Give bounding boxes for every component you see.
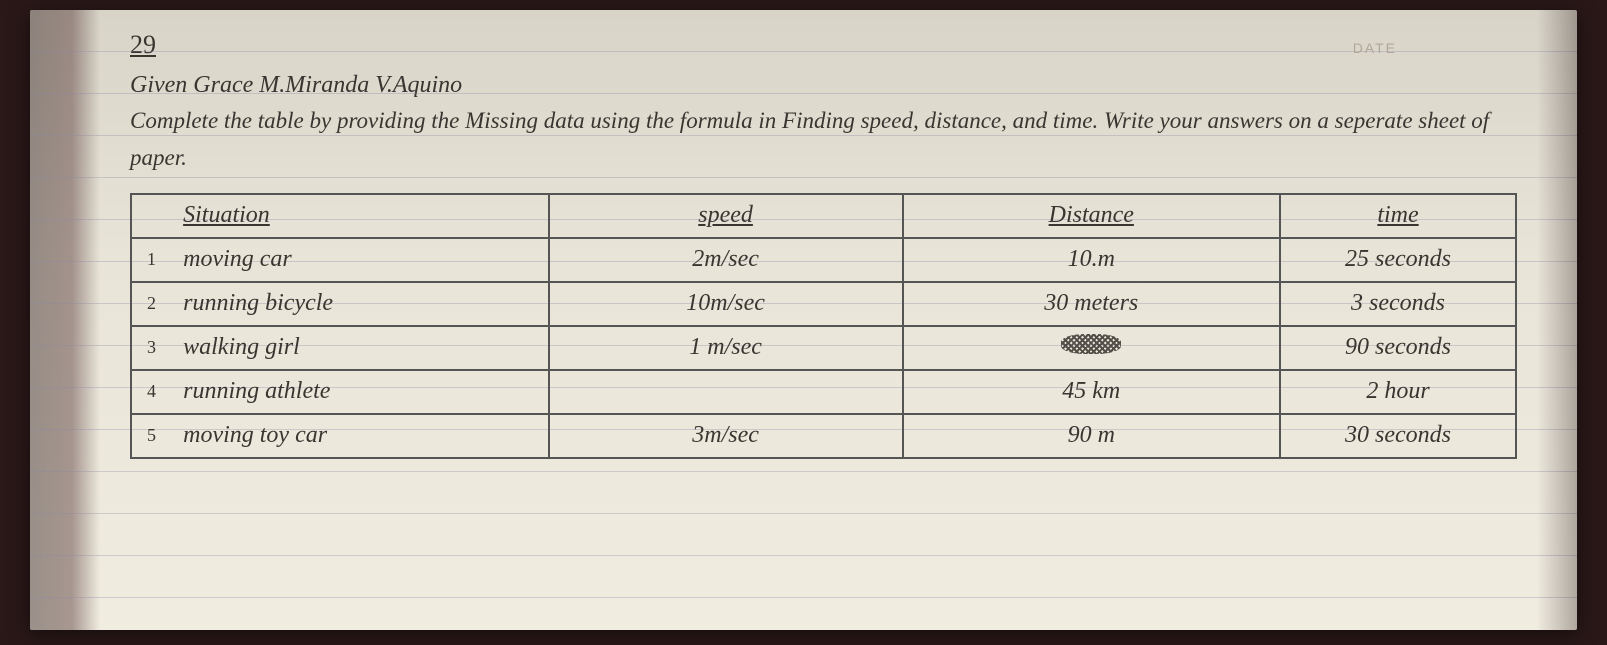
table-row: 2 running bicycle 10m/sec 30 meters 3 se… bbox=[131, 282, 1516, 326]
header-time: time bbox=[1280, 194, 1516, 238]
date-label: DATE bbox=[1353, 40, 1397, 56]
row-speed: 2m/sec bbox=[549, 238, 903, 282]
row-distance: 90 m bbox=[903, 414, 1281, 458]
row-speed bbox=[549, 370, 903, 414]
row-distance: 45 km bbox=[903, 370, 1281, 414]
header-distance: Distance bbox=[903, 194, 1281, 238]
table-body: 1 moving car 2m/sec 10.m 25 seconds 2 ru… bbox=[131, 238, 1516, 458]
row-situation: moving car bbox=[171, 238, 549, 282]
table-header-row: Situation speed Distance time bbox=[131, 194, 1516, 238]
header-speed: speed bbox=[549, 194, 903, 238]
row-num: 1 bbox=[131, 238, 171, 282]
row-time: 25 seconds bbox=[1280, 238, 1516, 282]
scribble-mark bbox=[1061, 334, 1121, 354]
notebook-paper: DATE 29 Given Grace M.Miranda V.Aquino C… bbox=[30, 10, 1577, 630]
row-time: 2 hour bbox=[1280, 370, 1516, 414]
page-number: 29 bbox=[130, 30, 1517, 60]
row-speed: 3m/sec bbox=[549, 414, 903, 458]
row-situation: moving toy car bbox=[171, 414, 549, 458]
instructions-text: Complete the table by providing the Miss… bbox=[130, 103, 1517, 177]
row-num: 5 bbox=[131, 414, 171, 458]
row-situation: running bicycle bbox=[171, 282, 549, 326]
row-situation: walking girl bbox=[171, 326, 549, 370]
table-row: 3 walking girl 1 m/sec 90 seconds bbox=[131, 326, 1516, 370]
worksheet-table: Situation speed Distance time 1 moving c… bbox=[130, 193, 1517, 459]
header-situation: Situation bbox=[171, 194, 549, 238]
student-name: Given Grace M.Miranda V.Aquino bbox=[130, 72, 1517, 99]
row-distance: 30 meters bbox=[903, 282, 1281, 326]
row-time: 30 seconds bbox=[1280, 414, 1516, 458]
row-distance bbox=[903, 326, 1281, 370]
row-num: 3 bbox=[131, 326, 171, 370]
row-num: 2 bbox=[131, 282, 171, 326]
table-row: 5 moving toy car 3m/sec 90 m 30 seconds bbox=[131, 414, 1516, 458]
row-num: 4 bbox=[131, 370, 171, 414]
row-time: 90 seconds bbox=[1280, 326, 1516, 370]
row-time: 3 seconds bbox=[1280, 282, 1516, 326]
header-num bbox=[131, 194, 171, 238]
row-distance: 10.m bbox=[903, 238, 1281, 282]
row-situation: running athlete bbox=[171, 370, 549, 414]
table-row: 1 moving car 2m/sec 10.m 25 seconds bbox=[131, 238, 1516, 282]
row-speed: 10m/sec bbox=[549, 282, 903, 326]
table-row: 4 running athlete 45 km 2 hour bbox=[131, 370, 1516, 414]
row-speed: 1 m/sec bbox=[549, 326, 903, 370]
